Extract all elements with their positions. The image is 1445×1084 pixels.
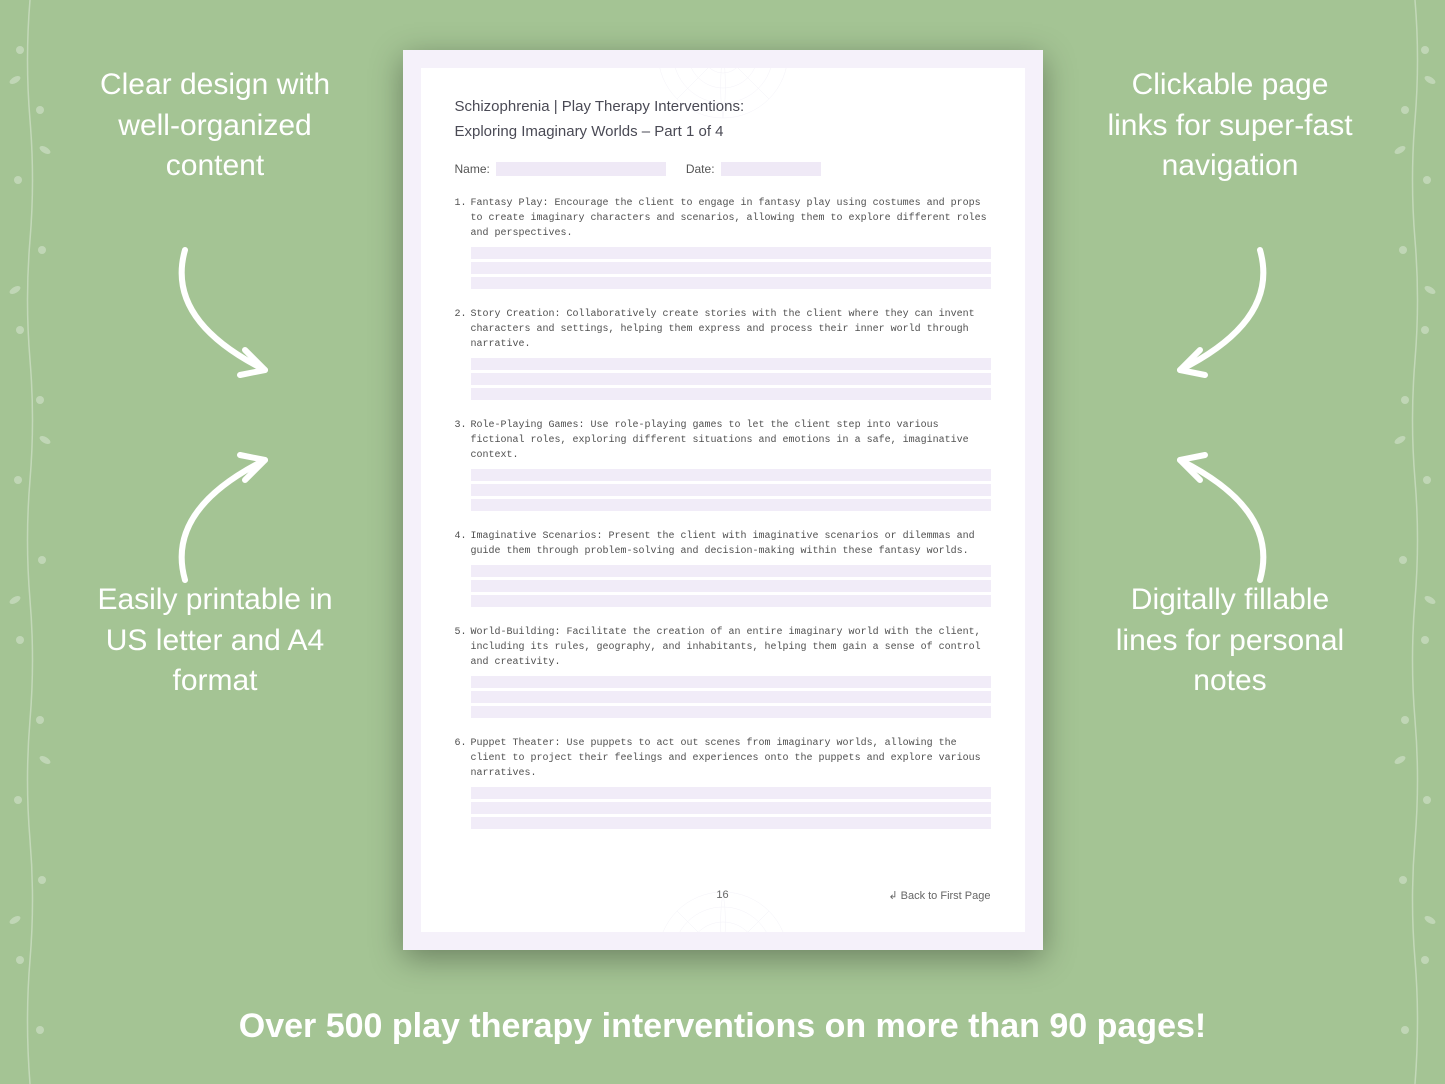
item-text: World-Building: Facilitate the creation …: [471, 625, 991, 670]
field-row: Name: Date:: [455, 162, 991, 176]
worksheet-inner: Schizophrenia | Play Therapy Interventio…: [421, 68, 1025, 932]
worksheet-subtitle: Exploring Imaginary Worlds – Part 1 of 4: [455, 123, 991, 140]
note-lines[interactable]: [471, 358, 991, 400]
note-lines[interactable]: [471, 565, 991, 607]
list-item: 1. Fantasy Play: Encourage the client to…: [455, 196, 991, 241]
vine-border-left: [0, 0, 60, 1084]
item-text: Fantasy Play: Encourage the client to en…: [471, 196, 991, 241]
date-label: Date:: [686, 162, 715, 176]
date-input[interactable]: [721, 162, 821, 176]
item-text: Role-Playing Games: Use role-playing gam…: [471, 418, 991, 463]
note-lines[interactable]: [471, 787, 991, 829]
worksheet-title: Schizophrenia | Play Therapy Interventio…: [455, 98, 991, 115]
list-item: 5. World-Building: Facilitate the creati…: [455, 625, 991, 670]
arrow-top-left: [155, 240, 325, 390]
item-number: 3.: [455, 418, 471, 463]
name-input[interactable]: [496, 162, 666, 176]
item-number: 5.: [455, 625, 471, 670]
callout-top-left: Clear design with well-organized content: [85, 65, 345, 187]
page-number: 16: [716, 889, 728, 901]
page-footer: 16 ↲ Back to First Page: [455, 889, 991, 902]
note-lines[interactable]: [471, 469, 991, 511]
callout-bottom-right: Digitally fillable lines for personal no…: [1100, 580, 1360, 702]
item-text: Imaginative Scenarios: Present the clien…: [471, 529, 991, 559]
date-field: Date:: [686, 162, 821, 176]
item-number: 6.: [455, 736, 471, 781]
name-label: Name:: [455, 162, 490, 176]
arrow-bottom-left: [155, 440, 325, 590]
bottom-banner: Over 500 play therapy interventions on m…: [0, 1007, 1445, 1046]
item-text: Puppet Theater: Use puppets to act out s…: [471, 736, 991, 781]
callout-top-right: Clickable page links for super-fast navi…: [1100, 65, 1360, 187]
note-lines[interactable]: [471, 676, 991, 718]
arrow-top-right: [1120, 240, 1290, 390]
note-lines[interactable]: [471, 247, 991, 289]
arrow-bottom-right: [1120, 440, 1290, 590]
worksheet-page: Schizophrenia | Play Therapy Interventio…: [403, 50, 1043, 950]
back-to-first-link[interactable]: ↲ Back to First Page: [888, 889, 990, 902]
item-number: 1.: [455, 196, 471, 241]
item-number: 4.: [455, 529, 471, 559]
list-item: 4. Imaginative Scenarios: Present the cl…: [455, 529, 991, 559]
name-field: Name:: [455, 162, 666, 176]
callout-bottom-left: Easily printable in US letter and A4 for…: [85, 580, 345, 702]
list-item: 6. Puppet Theater: Use puppets to act ou…: [455, 736, 991, 781]
list-item: 2. Story Creation: Collaboratively creat…: [455, 307, 991, 352]
list-item: 3. Role-Playing Games: Use role-playing …: [455, 418, 991, 463]
item-number: 2.: [455, 307, 471, 352]
vine-border-right: [1385, 0, 1445, 1084]
item-text: Story Creation: Collaboratively create s…: [471, 307, 991, 352]
